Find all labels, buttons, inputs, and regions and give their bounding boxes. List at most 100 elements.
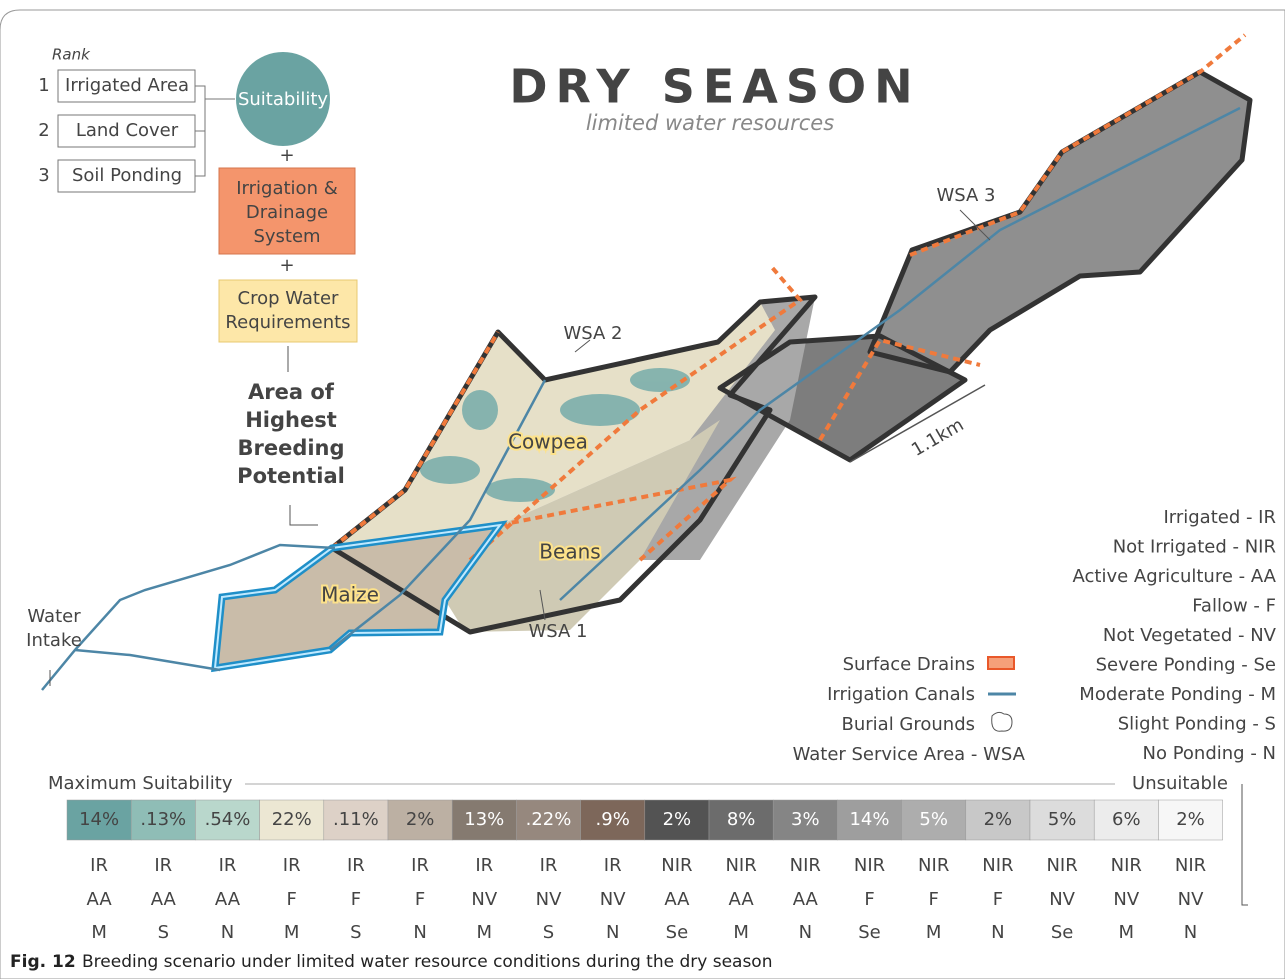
scale-cell xyxy=(387,799,453,841)
abbreviation: Active Agriculture - AA xyxy=(1073,566,1277,587)
legend-text: Water Service Area - WSA xyxy=(793,744,1026,765)
cell-irrigation: NIR xyxy=(790,855,821,876)
cell-ponding: M xyxy=(91,922,107,943)
cell-percent: .13% xyxy=(140,809,186,830)
subtitle: limited water resources xyxy=(586,111,834,135)
cell-ponding: Se xyxy=(666,922,689,943)
cell-ponding: Se xyxy=(1051,922,1074,943)
suitability-circle xyxy=(236,52,330,146)
rank-label: Land Cover xyxy=(76,120,179,141)
cell-cover: NV xyxy=(1113,889,1139,910)
abbreviation: Severe Ponding - Se xyxy=(1096,655,1276,676)
result-text: Breeding xyxy=(237,436,344,460)
crop-box xyxy=(218,279,358,343)
surface-drain xyxy=(499,476,737,562)
cell-ponding: S xyxy=(350,922,361,943)
cell-irrigation: IR xyxy=(540,855,558,876)
beans-area xyxy=(445,420,720,632)
scale-cell xyxy=(130,799,196,841)
cell-percent: .54% xyxy=(205,809,251,830)
cell-irrigation: NIR xyxy=(1111,855,1142,876)
scale-cell xyxy=(1158,799,1223,841)
title: DRY SEASON xyxy=(509,60,920,114)
rank-label: Soil Ponding xyxy=(72,165,182,186)
cell-ponding: N xyxy=(606,922,619,943)
rank-box xyxy=(57,69,196,103)
rank-number: 1 xyxy=(38,75,49,96)
plus: + xyxy=(279,145,294,166)
cell-ponding: Se xyxy=(858,922,881,943)
cell-ponding: S xyxy=(543,922,554,943)
arrow xyxy=(1241,784,1248,906)
rank-box xyxy=(57,114,196,148)
cell-percent: 6% xyxy=(1112,809,1141,830)
cell-percent: 5% xyxy=(919,809,948,830)
cell-cover: F xyxy=(864,889,874,910)
scale-cell xyxy=(901,799,967,841)
drain-symbol xyxy=(987,656,1015,670)
map-label: WSA 3 xyxy=(936,185,995,206)
scale-left: Maximum Suitability xyxy=(48,773,233,794)
rank-label: Rank xyxy=(52,46,91,64)
cell-cover: NV xyxy=(1049,889,1075,910)
scale-cell xyxy=(1029,799,1095,841)
cell-ponding: N xyxy=(221,922,234,943)
scale-cell xyxy=(516,799,581,841)
irrigation-canal xyxy=(329,379,547,651)
scale-right: Unsuitable xyxy=(1132,773,1228,794)
water-intake: Intake xyxy=(26,630,82,651)
abbreviation: Moderate Ponding - M xyxy=(1079,684,1276,705)
cell-irrigation: IR xyxy=(283,855,301,876)
cell-ponding: M xyxy=(477,922,493,943)
cell-cover: AA xyxy=(87,889,113,910)
surface-drain xyxy=(468,263,803,562)
cell-ponding: M xyxy=(284,922,300,943)
cell-percent: .22% xyxy=(526,809,572,830)
cell-ponding: M xyxy=(1119,922,1135,943)
rank-number: 3 xyxy=(38,165,49,186)
result-text: Highest xyxy=(245,408,337,432)
irrigation-text: System xyxy=(253,226,320,247)
cell-cover: F xyxy=(415,889,425,910)
cell-cover: F xyxy=(993,889,1003,910)
abbreviation: Fallow - F xyxy=(1192,596,1276,617)
scale-label: 1.1km xyxy=(908,414,968,460)
abbreviation: Irrigated - IR xyxy=(1163,507,1276,528)
cowpea-area xyxy=(332,302,775,548)
cell-percent: 2% xyxy=(984,809,1013,830)
crop-label: Beans xyxy=(539,540,600,564)
scale-cell xyxy=(195,799,260,841)
cell-percent: 14% xyxy=(79,809,119,830)
cell-percent: 8% xyxy=(727,809,756,830)
water-intake: Water xyxy=(27,606,81,627)
cell-ponding: N xyxy=(799,922,812,943)
cell-cover: AA xyxy=(215,889,241,910)
burial-symbol xyxy=(991,711,1013,732)
crop-label: Cowpea xyxy=(508,430,588,454)
cell-irrigation: IR xyxy=(154,855,172,876)
cell-ponding: M xyxy=(733,922,749,943)
plus: + xyxy=(279,255,294,276)
cell-percent: 14% xyxy=(849,809,889,830)
cell-cover: AA xyxy=(151,889,177,910)
scale-cell xyxy=(965,799,1031,841)
cell-irrigation: IR xyxy=(604,855,622,876)
cell-ponding: N xyxy=(1184,922,1197,943)
cell-irrigation: IR xyxy=(219,855,237,876)
cell-ponding: N xyxy=(413,922,426,943)
scale-cell xyxy=(323,799,389,841)
surface-drain xyxy=(818,337,981,442)
leader xyxy=(959,209,991,241)
caption-label: Fig. 12 xyxy=(10,952,76,972)
cell-percent: 2% xyxy=(663,809,692,830)
leader xyxy=(539,589,546,621)
cell-irrigation: NIR xyxy=(918,855,949,876)
irrigation-canal xyxy=(559,106,1241,601)
cell-irrigation: NIR xyxy=(661,855,692,876)
abbreviation: Not Irrigated - NIR xyxy=(1113,537,1276,558)
cell-irrigation: IR xyxy=(347,855,365,876)
surface-drain xyxy=(909,33,1247,257)
map-label: WSA 1 xyxy=(528,621,587,642)
cell-irrigation: NIR xyxy=(854,855,885,876)
